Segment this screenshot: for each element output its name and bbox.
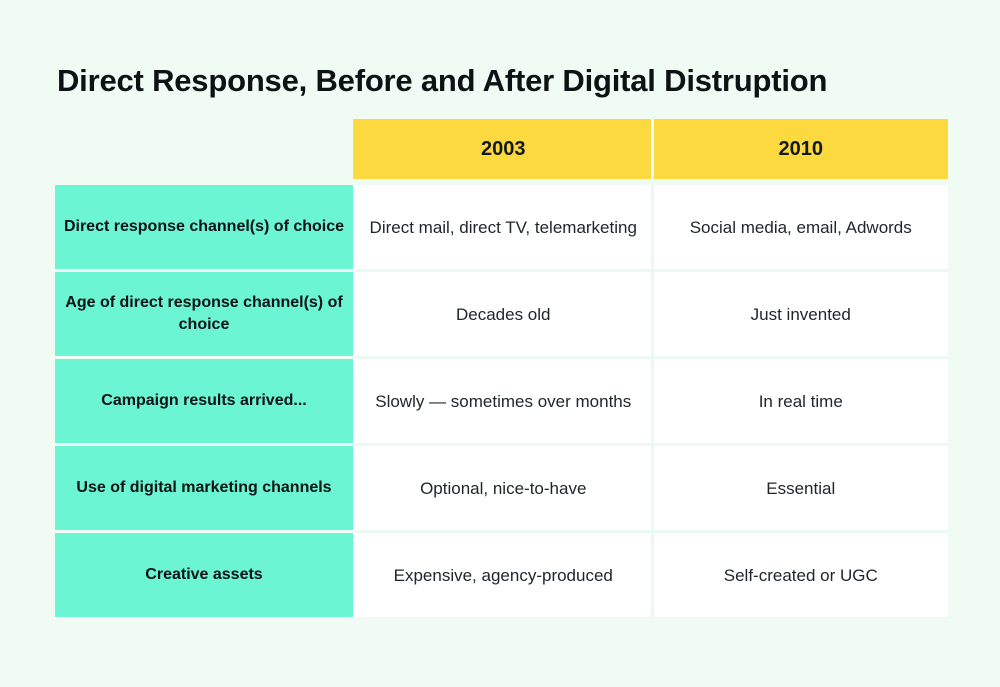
row-label-creative-assets: Creative assets (55, 533, 353, 617)
row-label-text: Campaign results arrived... (101, 392, 307, 409)
cell-2003-age-of-channels: Decades old (353, 272, 651, 359)
cell-2010-creative-assets: Self-created or UGC (650, 533, 948, 617)
table-header: 2003 2010 (55, 119, 948, 185)
cell-text: Essential (766, 478, 836, 498)
cell-2010-age-of-channels: Just invented (650, 272, 948, 359)
cell-text: Self-created or UGC (723, 565, 878, 585)
cell-text: Direct mail, direct TV, telemarketing (369, 217, 637, 237)
table-row: Direct response channel(s) of choice Dir… (55, 185, 948, 272)
column-header-2010: 2010 (650, 119, 948, 179)
table-row: Use of digital marketing channels Option… (55, 446, 948, 533)
cell-2003-campaign-results: Slowly — sometimes over months (353, 359, 651, 446)
table-corner-cell (55, 119, 353, 179)
cell-text: Just invented (750, 304, 851, 324)
cell-2003-creative-assets: Expensive, agency-produced (353, 533, 651, 617)
cell-text: In real time (758, 391, 843, 411)
row-label-campaign-results: Campaign results arrived... (55, 359, 353, 446)
cell-2010-campaign-results: In real time (650, 359, 948, 446)
column-header-2003: 2003 (353, 119, 651, 179)
page-title: Direct Response, Before and After Digita… (57, 62, 828, 98)
row-label-direct-response-channels: Direct response channel(s) of choice (55, 185, 353, 272)
cell-2003-digital-marketing-use: Optional, nice-to-have (353, 446, 651, 533)
row-label-text: Creative assets (145, 566, 263, 583)
row-label-text: Age of direct response channel(s) of cho… (65, 294, 343, 333)
cell-text: Social media, email, Adwords (689, 217, 912, 237)
cell-2003-direct-response-channels: Direct mail, direct TV, telemarketing (353, 185, 651, 272)
cell-2010-direct-response-channels: Social media, email, Adwords (650, 185, 948, 272)
cell-2010-digital-marketing-use: Essential (650, 446, 948, 533)
cell-text: Decades old (455, 304, 551, 324)
table-row: Age of direct response channel(s) of cho… (55, 272, 948, 359)
row-label-digital-marketing-use: Use of digital marketing channels (55, 446, 353, 533)
comparison-table: 2003 2010 Direct response channel(s) of … (55, 119, 948, 617)
table-body: Direct response channel(s) of choice Dir… (55, 185, 948, 617)
table-header-row: 2003 2010 (55, 119, 948, 179)
row-label-text: Direct response channel(s) of choice (63, 218, 345, 235)
cell-text: Expensive, agency-produced (393, 565, 613, 585)
table-row: Creative assets Expensive, agency-produc… (55, 533, 948, 617)
row-label-text: Use of digital marketing channels (76, 479, 332, 496)
table-row: Campaign results arrived... Slowly — som… (55, 359, 948, 446)
cell-text: Optional, nice-to-have (420, 478, 587, 498)
row-label-age-of-channels: Age of direct response channel(s) of cho… (55, 272, 353, 359)
cell-text: Slowly — sometimes over months (375, 391, 632, 411)
